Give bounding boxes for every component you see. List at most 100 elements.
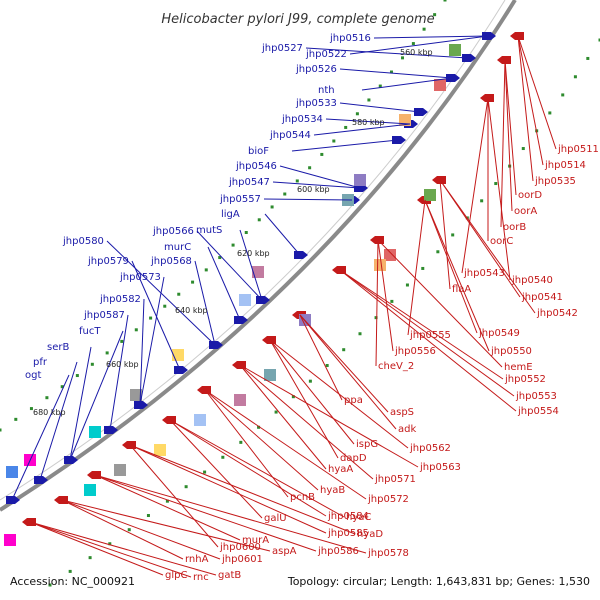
reverse-leader-line — [129, 444, 327, 534]
forward-leader-line — [349, 35, 489, 55]
tick-dot — [88, 556, 92, 560]
reverse-leader-line — [269, 339, 355, 445]
tick-dot — [48, 583, 52, 587]
forward-gene-label: jhp0522 — [305, 49, 347, 60]
forward-gene-label: jhp0546 — [235, 161, 277, 172]
reverse-gene-label: hyaD — [357, 529, 383, 540]
gene-color-block — [449, 44, 461, 56]
reverse-leader-line — [94, 474, 367, 554]
forward-gene-label: serB — [47, 342, 69, 353]
forward-gene-label: jhp0526 — [295, 64, 337, 75]
tick-dot — [451, 233, 455, 237]
map-title: Helicobacter pylori J99, complete genome — [161, 12, 434, 27]
tick-dot — [291, 395, 295, 399]
tick-dot — [127, 528, 131, 532]
reverse-leader-line — [517, 35, 557, 150]
reverse-leader-line — [424, 199, 490, 352]
forward-gene-label: jhp0557 — [219, 194, 261, 205]
reverse-gene-label: oorD — [518, 190, 542, 201]
genome-backbone-outer — [0, 0, 517, 512]
reverse-gene-label: pcnB — [290, 492, 315, 503]
genome-backbone-inner — [0, 0, 506, 501]
tick-dot — [90, 362, 94, 366]
tick-dot — [521, 147, 525, 151]
tick-dot — [108, 542, 112, 546]
forward-gene-glyph — [392, 136, 406, 144]
gene-color-block — [252, 266, 264, 278]
forward-leader-line — [139, 298, 145, 406]
reverse-gene-label: hyaC — [346, 512, 371, 523]
reverse-gene-glyph — [480, 94, 494, 102]
reverse-leader-line — [29, 521, 192, 578]
reverse-gene-label: jhp0535 — [534, 176, 576, 187]
tick-dot — [75, 374, 79, 378]
tick-dot — [203, 470, 207, 474]
forward-leader-line — [373, 35, 489, 39]
gene-color-block — [89, 426, 101, 438]
forward-leader-line — [313, 123, 411, 136]
reverse-gene-label: ispG — [356, 439, 378, 450]
tick-dot — [14, 417, 18, 421]
reverse-gene-label: aspA — [272, 546, 297, 557]
forward-leader-line — [39, 361, 78, 481]
gene-color-block — [264, 369, 276, 381]
reverse-gene-label: murA — [242, 535, 269, 546]
reverse-gene-label: jhp0553 — [515, 391, 557, 402]
reverse-gene-label: jhp0542 — [536, 308, 578, 319]
tick-dot — [163, 304, 167, 308]
reverse-gene-label: rnhA — [185, 554, 209, 565]
tick-dot — [355, 112, 359, 116]
tick-dot — [283, 192, 287, 196]
gene-color-block — [114, 464, 126, 476]
reverse-gene-label: glpC — [165, 570, 187, 581]
tick-dot — [332, 139, 336, 143]
forward-gene-label: ligA — [221, 209, 240, 220]
reverse-leader-line — [239, 364, 419, 468]
forward-gene-glyph — [482, 32, 496, 40]
tick-dot — [308, 166, 312, 170]
tick-dot — [146, 514, 150, 518]
tick-dot — [165, 499, 169, 503]
forward-gene-glyph — [234, 316, 248, 324]
reverse-leader-line — [339, 269, 517, 412]
reverse-leader-line — [204, 389, 319, 491]
reverse-leader-line — [517, 35, 544, 166]
gene-color-block — [84, 484, 96, 496]
forward-leader-line — [325, 118, 411, 125]
tick-dot — [149, 316, 153, 320]
reverse-leader-line — [204, 389, 289, 498]
forward-leader-line — [239, 229, 263, 301]
reverse-leader-line — [204, 389, 367, 500]
reverse-gene-label: jhp0586 — [317, 546, 359, 557]
tick-dot — [184, 485, 188, 489]
forward-leader-line — [361, 77, 453, 91]
reverse-gene-label: jhp0543 — [463, 268, 505, 279]
tick-dot — [295, 179, 299, 183]
reverse-leader-line — [439, 179, 536, 314]
reverse-gene-label: aspS — [390, 407, 414, 418]
tick-dot — [120, 339, 124, 343]
reverse-leader-line — [339, 269, 515, 397]
tick-dot — [494, 182, 498, 186]
reverse-leader-line — [487, 97, 511, 281]
reverse-leader-line — [61, 499, 221, 560]
tick-dot — [422, 27, 426, 31]
forward-leader-line — [207, 246, 241, 321]
gene-color-block — [399, 114, 411, 126]
forward-leader-line — [139, 276, 165, 406]
reverse-leader-line — [439, 179, 451, 290]
forward-leader-line — [11, 374, 70, 501]
reverse-gene-label: jhp0554 — [517, 406, 559, 417]
reverse-gene-label: dapD — [340, 453, 367, 464]
tick-dot — [421, 266, 425, 270]
forward-gene-label: mutS — [196, 225, 222, 236]
reverse-leader-line — [239, 364, 374, 480]
tick-dot — [342, 348, 346, 352]
tick-dot — [358, 332, 362, 336]
forward-gene-label: jhp0580 — [62, 236, 104, 247]
tick-dot — [586, 56, 590, 60]
reverse-leader-line — [269, 339, 339, 459]
gene-color-block — [424, 189, 436, 201]
reverse-gene-label: jhp0555 — [409, 330, 451, 341]
